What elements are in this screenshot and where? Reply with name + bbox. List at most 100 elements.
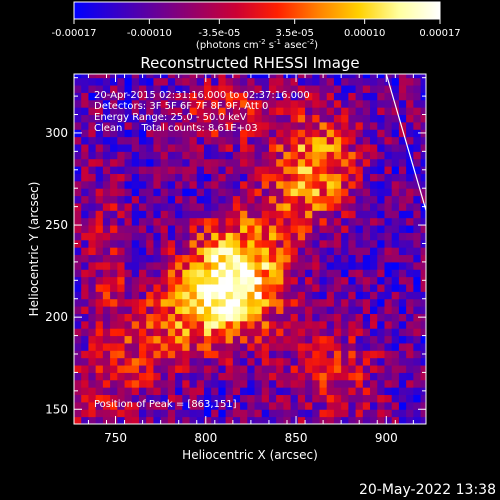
heatmap-cell (333, 342, 342, 351)
heatmap-cell (420, 416, 426, 424)
heatmap-cell (175, 365, 183, 373)
heatmap-cell (247, 254, 256, 263)
heatmap-cell (225, 136, 234, 145)
heatmap-cell (290, 107, 299, 116)
y-tick-label: 150 (45, 402, 68, 416)
heatmap-cell (167, 225, 176, 233)
heatmap-cell (384, 217, 393, 226)
heatmap-cell (261, 239, 270, 248)
heatmap-cell (333, 401, 342, 410)
heatmap-cell (384, 416, 393, 424)
heatmap-cell (218, 379, 227, 388)
heatmap-cell (167, 401, 176, 410)
heatmap-cell (341, 114, 349, 123)
heatmap-cell (341, 225, 349, 233)
heatmap-cell (117, 357, 126, 366)
heatmap-cell (117, 188, 126, 197)
heatmap-cell (131, 276, 140, 285)
heatmap-cell (312, 85, 320, 93)
heatmap-cell (218, 409, 227, 418)
heatmap-cell (95, 269, 104, 278)
heatmap-cell (305, 328, 313, 337)
heatmap-cell (413, 99, 422, 108)
heatmap-cell (290, 298, 299, 307)
heatmap-cell (319, 121, 328, 130)
heatmap-cell (131, 144, 140, 152)
heatmap-cell (413, 254, 422, 263)
heatmap-cell (95, 136, 104, 145)
heatmap-cell (398, 210, 407, 219)
heatmap-cell (384, 328, 393, 337)
heatmap-cell (319, 409, 328, 418)
heatmap-cell (81, 372, 89, 381)
heatmap-cell (95, 188, 104, 197)
heatmap-cell (341, 254, 349, 263)
heatmap-cell (391, 77, 400, 86)
heatmap-cell (370, 144, 378, 152)
heatmap-cell (261, 107, 270, 116)
heatmap-cell (160, 77, 169, 86)
heatmap-cell (81, 173, 89, 182)
heatmap-cell (355, 225, 364, 233)
heatmap-cell (218, 217, 227, 226)
heatmap-cell (131, 158, 140, 167)
heatmap-cell (240, 77, 248, 86)
heatmap-cell (203, 306, 212, 314)
heatmap-cell (312, 328, 320, 337)
heatmap-cell (160, 121, 169, 130)
heatmap-cell (420, 217, 426, 226)
heatmap-cell (305, 357, 313, 366)
heatmap-cell (406, 180, 414, 189)
heatmap-cell (175, 202, 183, 211)
heatmap-cell (319, 261, 328, 270)
heatmap-cell (225, 416, 234, 424)
heatmap-cell (362, 195, 371, 204)
heatmap-cell (326, 379, 335, 388)
heatmap-cell (333, 291, 342, 300)
heatmap-cell (88, 416, 97, 424)
heatmap-cell (218, 173, 227, 182)
heatmap-cell (218, 210, 227, 219)
heatmap-cell (110, 173, 118, 182)
heatmap-cell (117, 394, 126, 403)
heatmap-cell (384, 99, 393, 108)
heatmap-cell (102, 357, 111, 366)
heatmap-cell (211, 121, 219, 130)
heatmap-cell (377, 409, 385, 418)
heatmap-cell (211, 166, 219, 174)
heatmap-cell (88, 129, 97, 138)
heatmap-cell (398, 195, 407, 204)
heatmap-cell (203, 217, 212, 226)
heatmap-cell (88, 85, 97, 93)
heatmap-cell (377, 151, 385, 160)
heatmap-cell (312, 74, 320, 79)
heatmap-cell (261, 225, 270, 233)
heatmap-cell (117, 129, 126, 138)
heatmap-cell (95, 306, 104, 314)
heatmap-cell (348, 158, 357, 167)
heatmap-cell (370, 306, 378, 314)
heatmap-cell (218, 92, 227, 101)
heatmap-cell (261, 269, 270, 278)
heatmap-cell (268, 387, 277, 396)
heatmap-cell (305, 401, 313, 410)
heatmap-cell (211, 129, 219, 138)
heatmap-cell (305, 188, 313, 197)
heatmap-cell (398, 173, 407, 182)
heatmap-cell (225, 107, 234, 116)
heatmap-cell (211, 357, 219, 366)
heatmap-cell (189, 291, 198, 300)
heatmap-cell (319, 291, 328, 300)
heatmap-cell (146, 180, 154, 189)
heatmap-cell (319, 166, 328, 174)
heatmap-cell (276, 320, 284, 329)
heatmap-cell (391, 85, 400, 93)
heatmap-cell (95, 276, 104, 285)
heatmap-cell (406, 166, 414, 174)
heatmap-cell (240, 379, 248, 388)
heatmap-cell (283, 409, 292, 418)
heatmap-cell (355, 144, 364, 152)
heatmap-cell (341, 394, 349, 403)
heatmap-cell (355, 136, 364, 145)
heatmap-cell (88, 247, 97, 256)
